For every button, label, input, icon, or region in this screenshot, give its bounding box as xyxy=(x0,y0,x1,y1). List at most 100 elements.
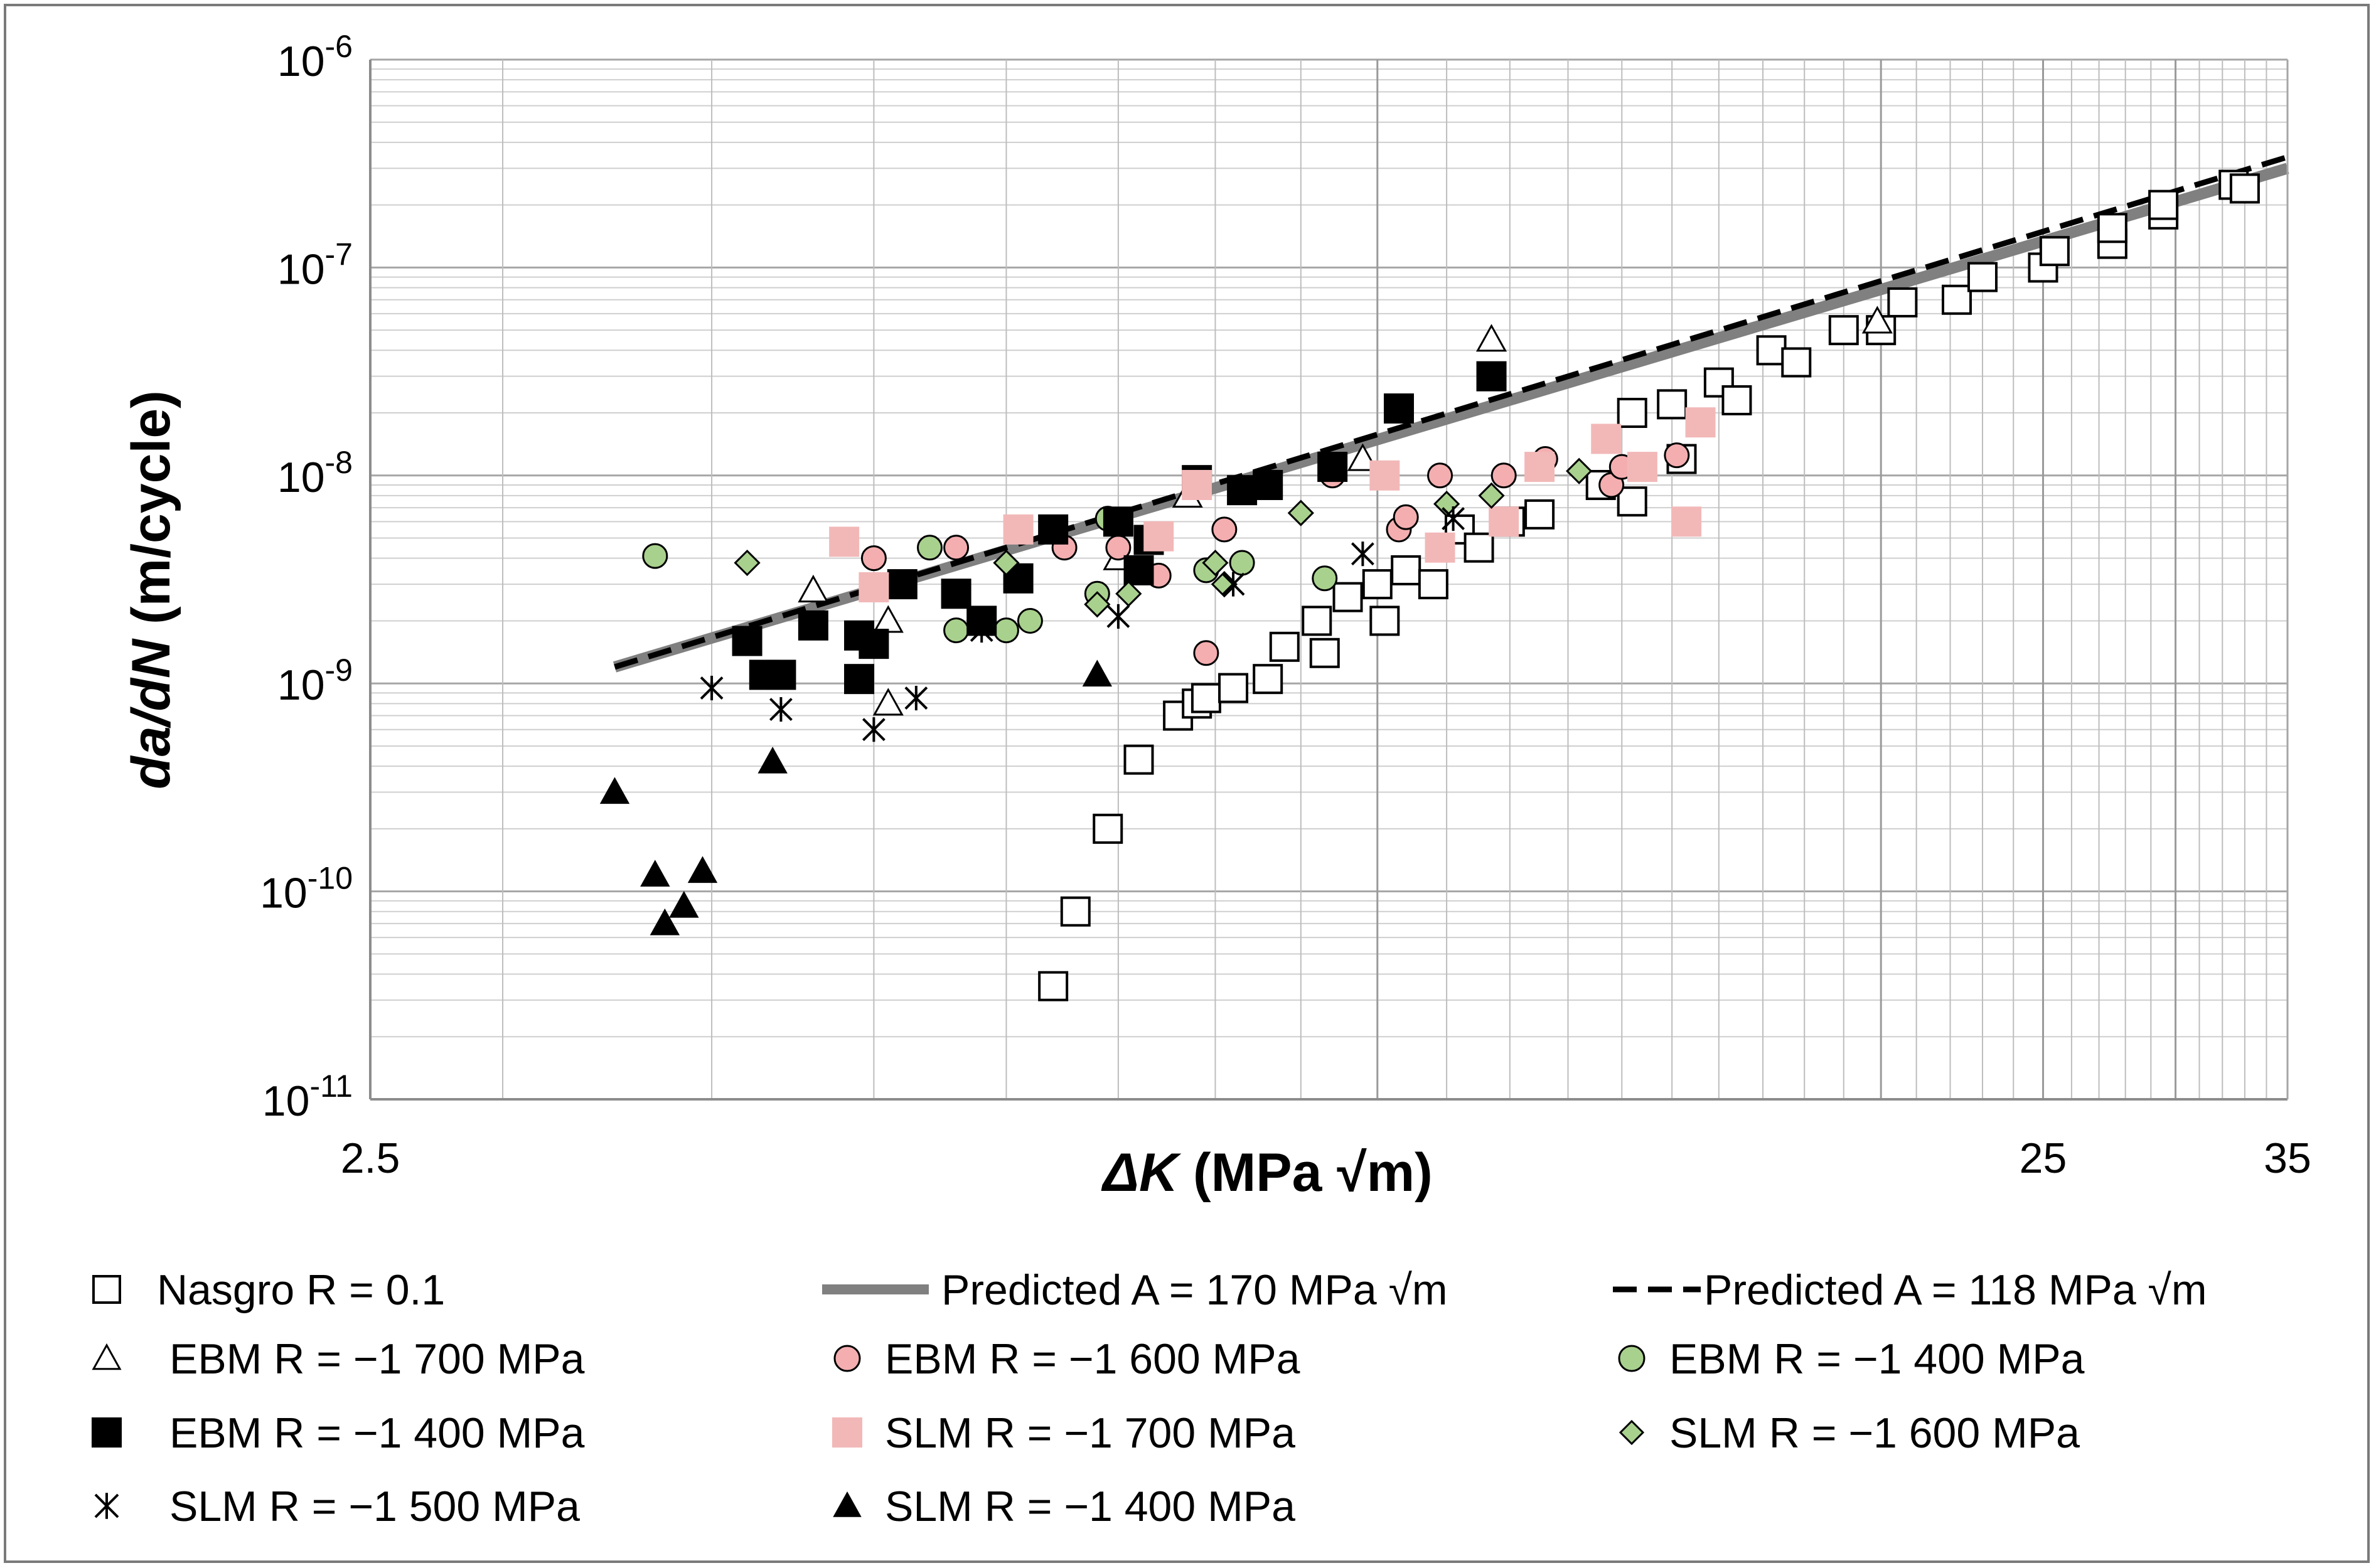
data-point xyxy=(872,688,904,716)
data-point xyxy=(757,746,788,774)
data-point xyxy=(1362,569,1393,600)
data-point xyxy=(943,535,970,561)
data-point xyxy=(734,549,761,577)
legend-entry: SLM R = −1 600 MPa xyxy=(1619,1409,2080,1457)
legend-entry: EBM R = −1 400 MPa xyxy=(1618,1335,2085,1383)
y-tick-base: 10 xyxy=(262,1077,310,1125)
data-point xyxy=(1476,361,1507,392)
data-point xyxy=(993,549,1020,577)
data-point xyxy=(1253,469,1283,500)
legend-entry: SLM R = −1 500 MPa xyxy=(94,1483,580,1530)
legend-entry: EBM R = −1 600 MPa xyxy=(833,1335,1300,1383)
legend-marker-icon xyxy=(92,1417,122,1448)
data-point xyxy=(669,890,699,918)
data-point xyxy=(1427,462,1453,489)
y-axis-title-units: (m/cycle) xyxy=(121,390,181,639)
data-point xyxy=(1229,550,1255,576)
series-8 xyxy=(599,659,1113,936)
y-tick-exponent: -10 xyxy=(308,861,353,896)
data-point xyxy=(1103,506,1133,537)
data-point xyxy=(1302,605,1332,636)
data-point xyxy=(1941,284,1972,315)
data-point xyxy=(2097,213,2127,243)
legend-marker-icon xyxy=(92,1343,122,1370)
y-tick-label: 10-8 xyxy=(277,445,353,501)
data-point xyxy=(860,545,887,572)
data-point xyxy=(640,860,670,887)
data-point xyxy=(1861,306,1893,334)
data-point xyxy=(650,908,680,936)
legend-label: SLM R = −1 700 MPa xyxy=(885,1409,1295,1457)
data-point xyxy=(993,617,1019,644)
legend-marker-icon xyxy=(94,1493,119,1519)
data-point xyxy=(1369,460,1400,491)
data-point xyxy=(1685,407,1716,438)
legend-entry: Predicted A = 170 MPa √m xyxy=(822,1266,1448,1314)
data-point xyxy=(1828,315,1859,346)
data-point xyxy=(1106,604,1130,629)
data-point xyxy=(1664,442,1690,469)
data-point xyxy=(1123,555,1154,585)
y-tick-label: 10-7 xyxy=(277,237,353,293)
data-point xyxy=(829,526,860,557)
data-point xyxy=(1309,637,1340,668)
data-point xyxy=(844,664,875,695)
data-point xyxy=(862,717,886,742)
legend-label: Nasgro R = 0.1 xyxy=(157,1266,445,1314)
data-point xyxy=(1478,482,1505,509)
data-point xyxy=(1967,262,1998,292)
data-point xyxy=(1060,896,1091,927)
data-point xyxy=(859,572,889,602)
data-points xyxy=(599,169,2260,1001)
data-point xyxy=(1202,549,1229,577)
y-tick-label: 10-11 xyxy=(262,1069,353,1125)
data-point xyxy=(1312,565,1338,592)
legend-entry: SLM R = −1 700 MPa xyxy=(832,1409,1295,1457)
data-point xyxy=(1442,506,1465,531)
data-point xyxy=(1617,398,1647,429)
y-axis-title: da/dN (m/cycle) xyxy=(121,390,181,789)
data-point xyxy=(1475,324,1507,352)
data-point xyxy=(1038,971,1069,1001)
y-axis-title-symbol: da/dN xyxy=(121,638,181,789)
x-axis-title: ΔK (MPa √m) xyxy=(1101,1143,1432,1203)
legend-label: Predicted A = 118 MPa √m xyxy=(1704,1266,2207,1314)
data-point xyxy=(1191,683,1221,713)
data-point xyxy=(769,697,793,722)
legend-label: Predicted A = 170 MPa √m xyxy=(941,1266,1448,1314)
y-tick-exponent: -6 xyxy=(325,29,353,64)
data-point xyxy=(1123,744,1154,775)
data-point xyxy=(1253,664,1283,695)
data-point xyxy=(1332,582,1363,612)
x-tick-label: 25 xyxy=(2020,1134,2067,1182)
data-point xyxy=(1721,385,1752,415)
data-point xyxy=(887,569,918,600)
data-point xyxy=(732,626,763,656)
data-point xyxy=(1193,640,1219,666)
legend-marker-icon xyxy=(92,1275,121,1304)
data-point xyxy=(1287,499,1314,526)
x-axis-title-symbol: ΔK xyxy=(1101,1143,1182,1203)
data-point xyxy=(798,610,828,641)
legend-entry: SLM R = −1 400 MPa xyxy=(833,1483,1295,1530)
data-point xyxy=(766,659,796,690)
data-point xyxy=(1489,506,1519,537)
data-point xyxy=(1566,457,1593,484)
data-point xyxy=(1425,532,1455,563)
data-point xyxy=(859,629,889,659)
data-point xyxy=(1391,555,1421,585)
legend-entry: EBM R = −1 700 MPa xyxy=(92,1335,585,1383)
y-tick-exponent: -9 xyxy=(325,653,353,688)
data-point xyxy=(2229,173,2260,204)
x-tick-label: 2.5 xyxy=(341,1134,400,1182)
legend-label: SLM R = −1 400 MPa xyxy=(885,1483,1295,1530)
data-point xyxy=(1781,347,1812,378)
x-axis-title-units: (MPa √m) xyxy=(1178,1143,1433,1203)
data-point xyxy=(2148,189,2179,220)
data-point xyxy=(1084,591,1111,618)
chart-frame xyxy=(4,4,2370,1563)
y-tick-exponent: -11 xyxy=(309,1069,353,1104)
data-point xyxy=(700,676,724,701)
